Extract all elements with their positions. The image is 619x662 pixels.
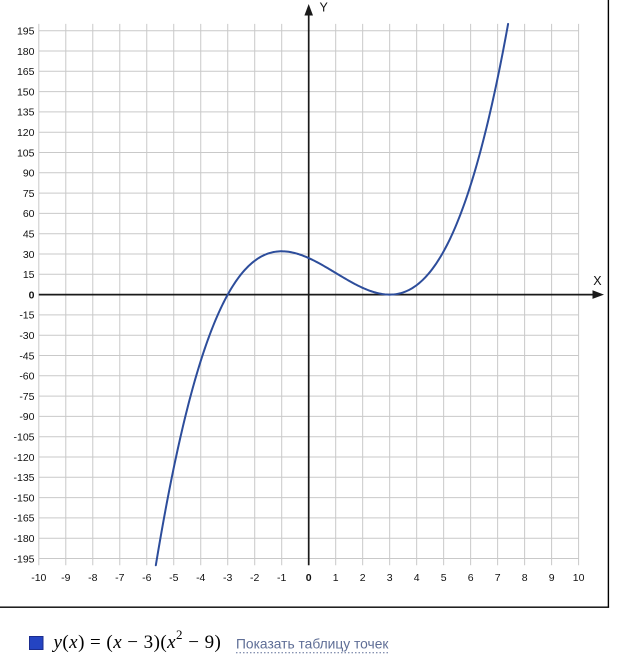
svg-text:8: 8 xyxy=(522,572,528,584)
svg-text:-45: -45 xyxy=(19,350,34,362)
svg-text:-195: -195 xyxy=(13,553,34,565)
svg-text:-105: -105 xyxy=(13,432,34,444)
svg-text:-5: -5 xyxy=(169,572,178,584)
svg-text:1: 1 xyxy=(333,572,339,584)
svg-text:195: 195 xyxy=(17,26,35,38)
svg-text:-30: -30 xyxy=(19,330,34,342)
svg-text:165: 165 xyxy=(17,66,35,78)
svg-text:-7: -7 xyxy=(115,572,124,584)
svg-text:90: 90 xyxy=(23,168,35,180)
svg-text:y(x) = (x − 3)(x2 − 9): y(x) = (x − 3)(x2 − 9) xyxy=(52,627,222,653)
svg-text:-90: -90 xyxy=(19,411,34,423)
svg-text:-4: -4 xyxy=(196,572,205,584)
svg-text:-9: -9 xyxy=(61,572,70,584)
svg-text:-1: -1 xyxy=(277,572,286,584)
svg-text:X: X xyxy=(593,274,602,288)
svg-text:5: 5 xyxy=(441,572,447,584)
svg-text:60: 60 xyxy=(23,208,35,220)
svg-text:-15: -15 xyxy=(19,310,34,322)
svg-text:-10: -10 xyxy=(31,572,46,584)
svg-text:-180: -180 xyxy=(13,533,34,545)
svg-text:0: 0 xyxy=(306,572,312,584)
svg-text:150: 150 xyxy=(17,86,35,98)
svg-text:30: 30 xyxy=(23,249,35,261)
svg-text:-8: -8 xyxy=(88,572,97,584)
svg-text:-165: -165 xyxy=(13,513,34,525)
svg-text:105: 105 xyxy=(17,147,35,159)
svg-text:75: 75 xyxy=(23,188,35,200)
svg-text:3: 3 xyxy=(387,572,393,584)
svg-text:2: 2 xyxy=(360,572,366,584)
svg-text:180: 180 xyxy=(17,46,35,58)
svg-text:-3: -3 xyxy=(223,572,232,584)
svg-text:-135: -135 xyxy=(13,472,34,484)
svg-text:-60: -60 xyxy=(19,371,34,383)
svg-text:15: 15 xyxy=(23,269,35,281)
svg-text:-120: -120 xyxy=(13,452,34,464)
svg-text:-150: -150 xyxy=(13,492,34,504)
svg-text:7: 7 xyxy=(495,572,501,584)
svg-text:120: 120 xyxy=(17,127,35,139)
svg-text:-2: -2 xyxy=(250,572,259,584)
svg-text:9: 9 xyxy=(549,572,555,584)
svg-text:Y: Y xyxy=(320,1,329,15)
svg-text:-75: -75 xyxy=(19,391,34,403)
svg-text:10: 10 xyxy=(573,572,585,584)
svg-text:6: 6 xyxy=(468,572,474,584)
svg-text:-6: -6 xyxy=(142,572,151,584)
svg-text:0: 0 xyxy=(29,289,35,301)
svg-text:45: 45 xyxy=(23,229,35,241)
svg-text:4: 4 xyxy=(414,572,420,584)
svg-text:135: 135 xyxy=(17,107,35,119)
svg-text:Показать таблицу точек: Показать таблицу точек xyxy=(236,637,389,652)
